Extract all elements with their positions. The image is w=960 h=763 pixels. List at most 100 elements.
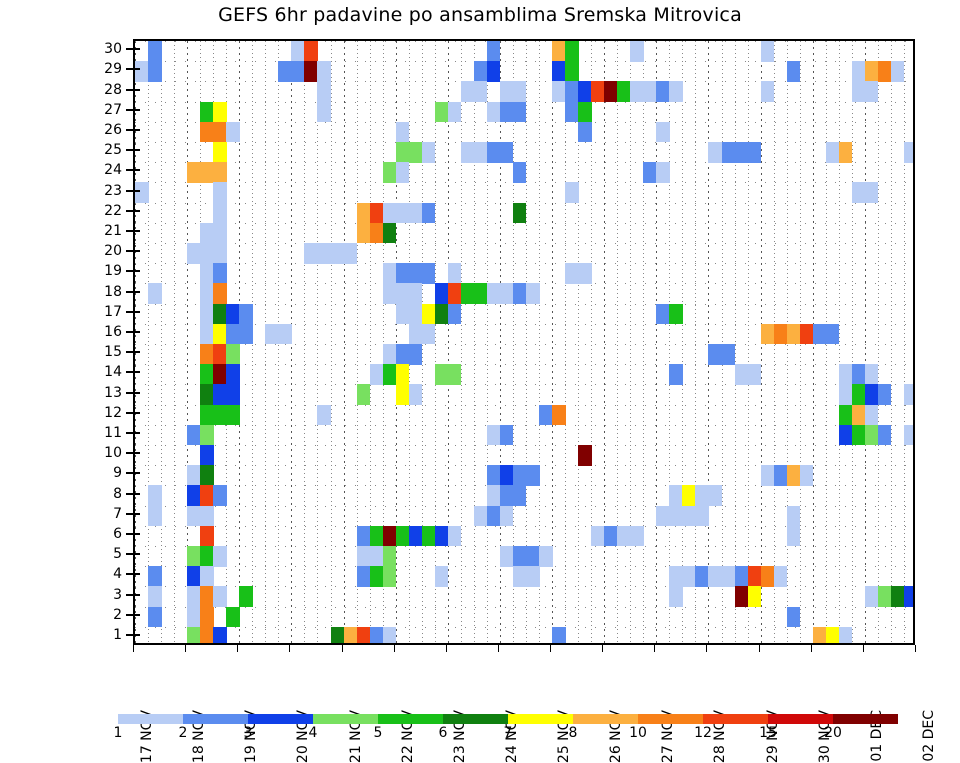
heatmap-cell (447, 525, 462, 547)
heatmap-cell (838, 424, 853, 446)
heatmap-cell (591, 81, 605, 103)
y-axis-tick-mark-inner (133, 593, 140, 596)
heatmap-cell (382, 525, 397, 547)
gridline-vertical (838, 41, 840, 643)
x-axis-tick-mark (237, 645, 239, 652)
y-axis-tick-label: 17 (104, 303, 122, 320)
legend-label: 7 (503, 725, 513, 741)
y-axis-tick-mark (126, 553, 135, 556)
legend-swatch (378, 714, 443, 724)
heatmap-cell (539, 546, 553, 567)
heatmap-cell (434, 566, 449, 587)
heatmap-cell (213, 263, 227, 284)
heatmap-cell (695, 485, 709, 507)
heatmap-cell (382, 626, 397, 643)
gridline-horizontal (135, 243, 913, 244)
y-axis-tick-mark (126, 48, 135, 51)
heatmap-cell (838, 384, 853, 406)
gridline-vertical (565, 41, 567, 643)
heatmap-cell (734, 364, 749, 385)
heatmap-cell (473, 81, 488, 103)
heatmap-cell (408, 525, 423, 547)
heatmap-cell (499, 81, 514, 103)
y-axis-tick-label: 26 (104, 121, 122, 138)
gridline-vertical (447, 41, 449, 643)
gridline-horizontal (135, 505, 913, 507)
heatmap-cell (213, 485, 227, 507)
heatmap-cell (226, 121, 240, 143)
heatmap-cell (421, 142, 436, 163)
heatmap-cell (213, 404, 227, 426)
heatmap-cell (473, 283, 488, 305)
x-axis-tick-mark (445, 645, 447, 652)
heatmap-cell (356, 202, 371, 224)
heatmap-cell (148, 566, 162, 587)
legend-label: 10 (629, 725, 647, 741)
heatmap-cell (773, 465, 788, 486)
y-axis-tick-mark-inner (133, 613, 140, 616)
gridline-horizontal (135, 222, 913, 224)
heatmap-cell (721, 566, 736, 587)
heatmap-cell (499, 465, 514, 486)
heatmap-cell (148, 61, 162, 82)
heatmap-cell (395, 263, 410, 284)
heatmap-cell (786, 525, 801, 547)
y-axis-tick-mark-inner (133, 128, 140, 131)
heatmap-cell (486, 283, 501, 305)
heatmap-cell (499, 142, 514, 163)
heatmap-cell (200, 263, 214, 284)
heatmap-cell (734, 142, 749, 163)
y-axis-tick-mark (126, 351, 135, 354)
heatmap-cell (148, 586, 162, 608)
y-axis-tick-mark-inner (133, 371, 140, 374)
heatmap-cell (356, 384, 371, 406)
heatmap-cell (851, 384, 866, 406)
ensemble-precipitation-chart: GEFS 6hr padavine po ansamblima Sremska … (104, 4, 937, 763)
heatmap-cell (877, 384, 892, 406)
y-axis-tick-mark-inner (133, 351, 140, 354)
x-axis-tick-mark (550, 645, 552, 652)
heatmap-cell (213, 546, 227, 567)
gridline-vertical (877, 41, 879, 643)
legend-label: 20 (824, 725, 842, 741)
gridline-vertical (708, 41, 710, 643)
legend-swatch (508, 714, 573, 724)
heatmap-cell (578, 445, 592, 466)
y-axis-tick-label: 29 (104, 61, 122, 78)
legend-swatch (443, 714, 508, 724)
heatmap-cell (382, 162, 397, 183)
heatmap-cell (408, 303, 423, 325)
heatmap-cell (200, 344, 214, 365)
heatmap-cell (864, 384, 879, 406)
y-axis-tick-mark-inner (133, 169, 140, 172)
heatmap-cell (499, 546, 514, 567)
y-axis-tick-label: 23 (104, 182, 122, 199)
heatmap-cell (330, 243, 345, 264)
gridline-vertical (682, 41, 684, 643)
y-axis-tick-mark (126, 391, 135, 394)
heatmap-cell (200, 101, 214, 123)
y-axis-tick-mark (126, 169, 135, 172)
heatmap-cell (369, 364, 384, 385)
y-axis-tick-mark-inner (133, 330, 140, 333)
heatmap-cell (265, 323, 279, 345)
heatmap-cell (565, 182, 579, 204)
heatmap-cell (200, 424, 214, 446)
gridline-vertical (304, 41, 306, 643)
heatmap-cell (747, 364, 762, 385)
heatmap-cell (278, 61, 292, 82)
y-axis-tick-mark-inner (133, 68, 140, 71)
heatmap-cell (187, 424, 201, 446)
legend-label: 12 (694, 725, 712, 741)
heatmap-cell (187, 606, 201, 628)
y-axis-tick-label: 15 (104, 344, 122, 361)
x-axis-tick-mark (862, 645, 864, 652)
y-axis-tick-label: 18 (104, 283, 122, 300)
heatmap-cell (200, 566, 214, 587)
heatmap-cell (213, 243, 227, 264)
heatmap-cell (682, 566, 696, 587)
x-axis-tick-mark (341, 645, 343, 652)
heatmap-cell (864, 424, 879, 446)
x-axis-tick-mark (602, 645, 604, 652)
y-axis-tick-mark (126, 68, 135, 71)
